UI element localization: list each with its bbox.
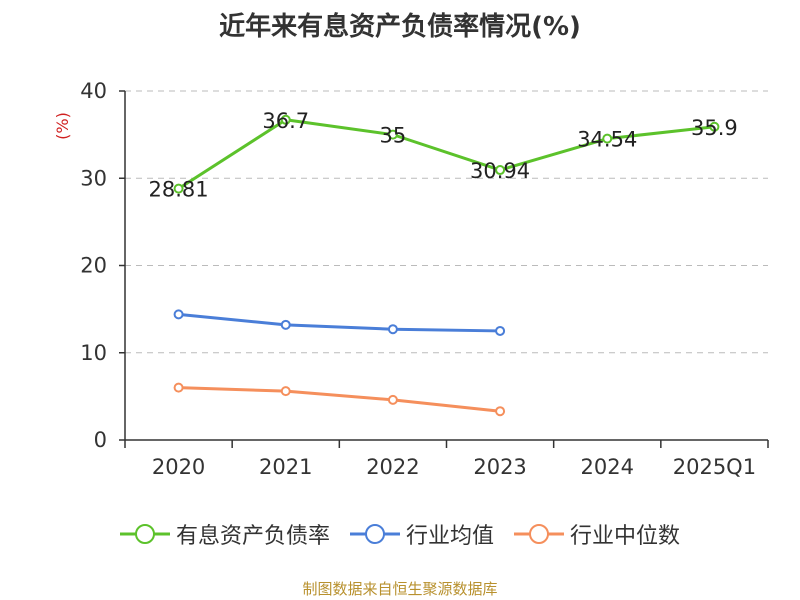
- series-line-1: [178, 312, 501, 333]
- legend-swatch-series-1: [349, 524, 400, 544]
- legend-swatch-series-0: [119, 524, 170, 544]
- legend-label-series-0: 有息资产负债率: [175, 524, 330, 549]
- x-tick-label-4: 2024: [581, 455, 634, 479]
- data-point-1-2: [387, 324, 398, 335]
- chart-legend: 有息资产负债率 行业均值 行业中位数: [0, 518, 800, 550]
- legend-swatch-series-2: [514, 524, 564, 544]
- data-point-0-3: [495, 165, 506, 176]
- data-point-0-1: [280, 114, 291, 125]
- y-tick-label-3: 30: [80, 166, 107, 190]
- data-point-1-3: [495, 325, 506, 336]
- x-tick-label-1: 2021: [259, 455, 312, 479]
- y-tick-label-2: 20: [80, 254, 107, 278]
- chart-title: 近年来有息资产负债率情况(%): [219, 12, 581, 42]
- x-tick-label-2: 2022: [366, 455, 419, 479]
- data-label-0-1: 36.7: [262, 109, 309, 133]
- data-point-1-1: [280, 319, 291, 330]
- data-point-2-2: [387, 394, 398, 405]
- data-label-0-0: 28.81: [149, 178, 209, 202]
- data-point-2-0: [173, 382, 184, 393]
- y-tick-label-4: 40: [80, 79, 107, 103]
- x-tick-label-5: 2025Q1: [673, 455, 756, 479]
- data-point-1-0: [173, 309, 184, 320]
- data-label-0-3: 30.94: [470, 159, 530, 183]
- data-label-0-2: 35: [380, 124, 407, 148]
- data-point-0-4: [602, 133, 613, 144]
- y-tick-label-1: 10: [80, 341, 107, 365]
- data-point-2-1: [280, 386, 291, 397]
- series-line-2: [178, 386, 501, 413]
- y-axis-label: (%): [53, 112, 72, 140]
- data-point-2-3: [495, 406, 506, 417]
- data-point-0-2: [387, 129, 398, 140]
- legend-item-series-1[interactable]: 行业均值: [349, 518, 494, 550]
- y-tick-label-0: 0: [94, 428, 107, 452]
- x-tick-label-3: 2023: [473, 455, 526, 479]
- x-tick-label-0: 2020: [152, 455, 205, 479]
- data-source-note: 制图数据来自恒生聚源数据库: [302, 580, 498, 598]
- data-label-0-4: 34.54: [577, 128, 637, 152]
- legend-item-series-2[interactable]: 行业中位数: [514, 518, 680, 550]
- series-line-0: [177, 118, 715, 190]
- data-label-0-5: 35.9: [691, 116, 738, 140]
- legend-item-series-0[interactable]: 有息资产负债率: [119, 518, 330, 550]
- data-point-0-5: [709, 121, 720, 132]
- legend-label-series-1: 行业均值: [405, 524, 494, 549]
- legend-label-series-2: 行业中位数: [570, 524, 681, 549]
- data-point-0-0: [173, 183, 184, 194]
